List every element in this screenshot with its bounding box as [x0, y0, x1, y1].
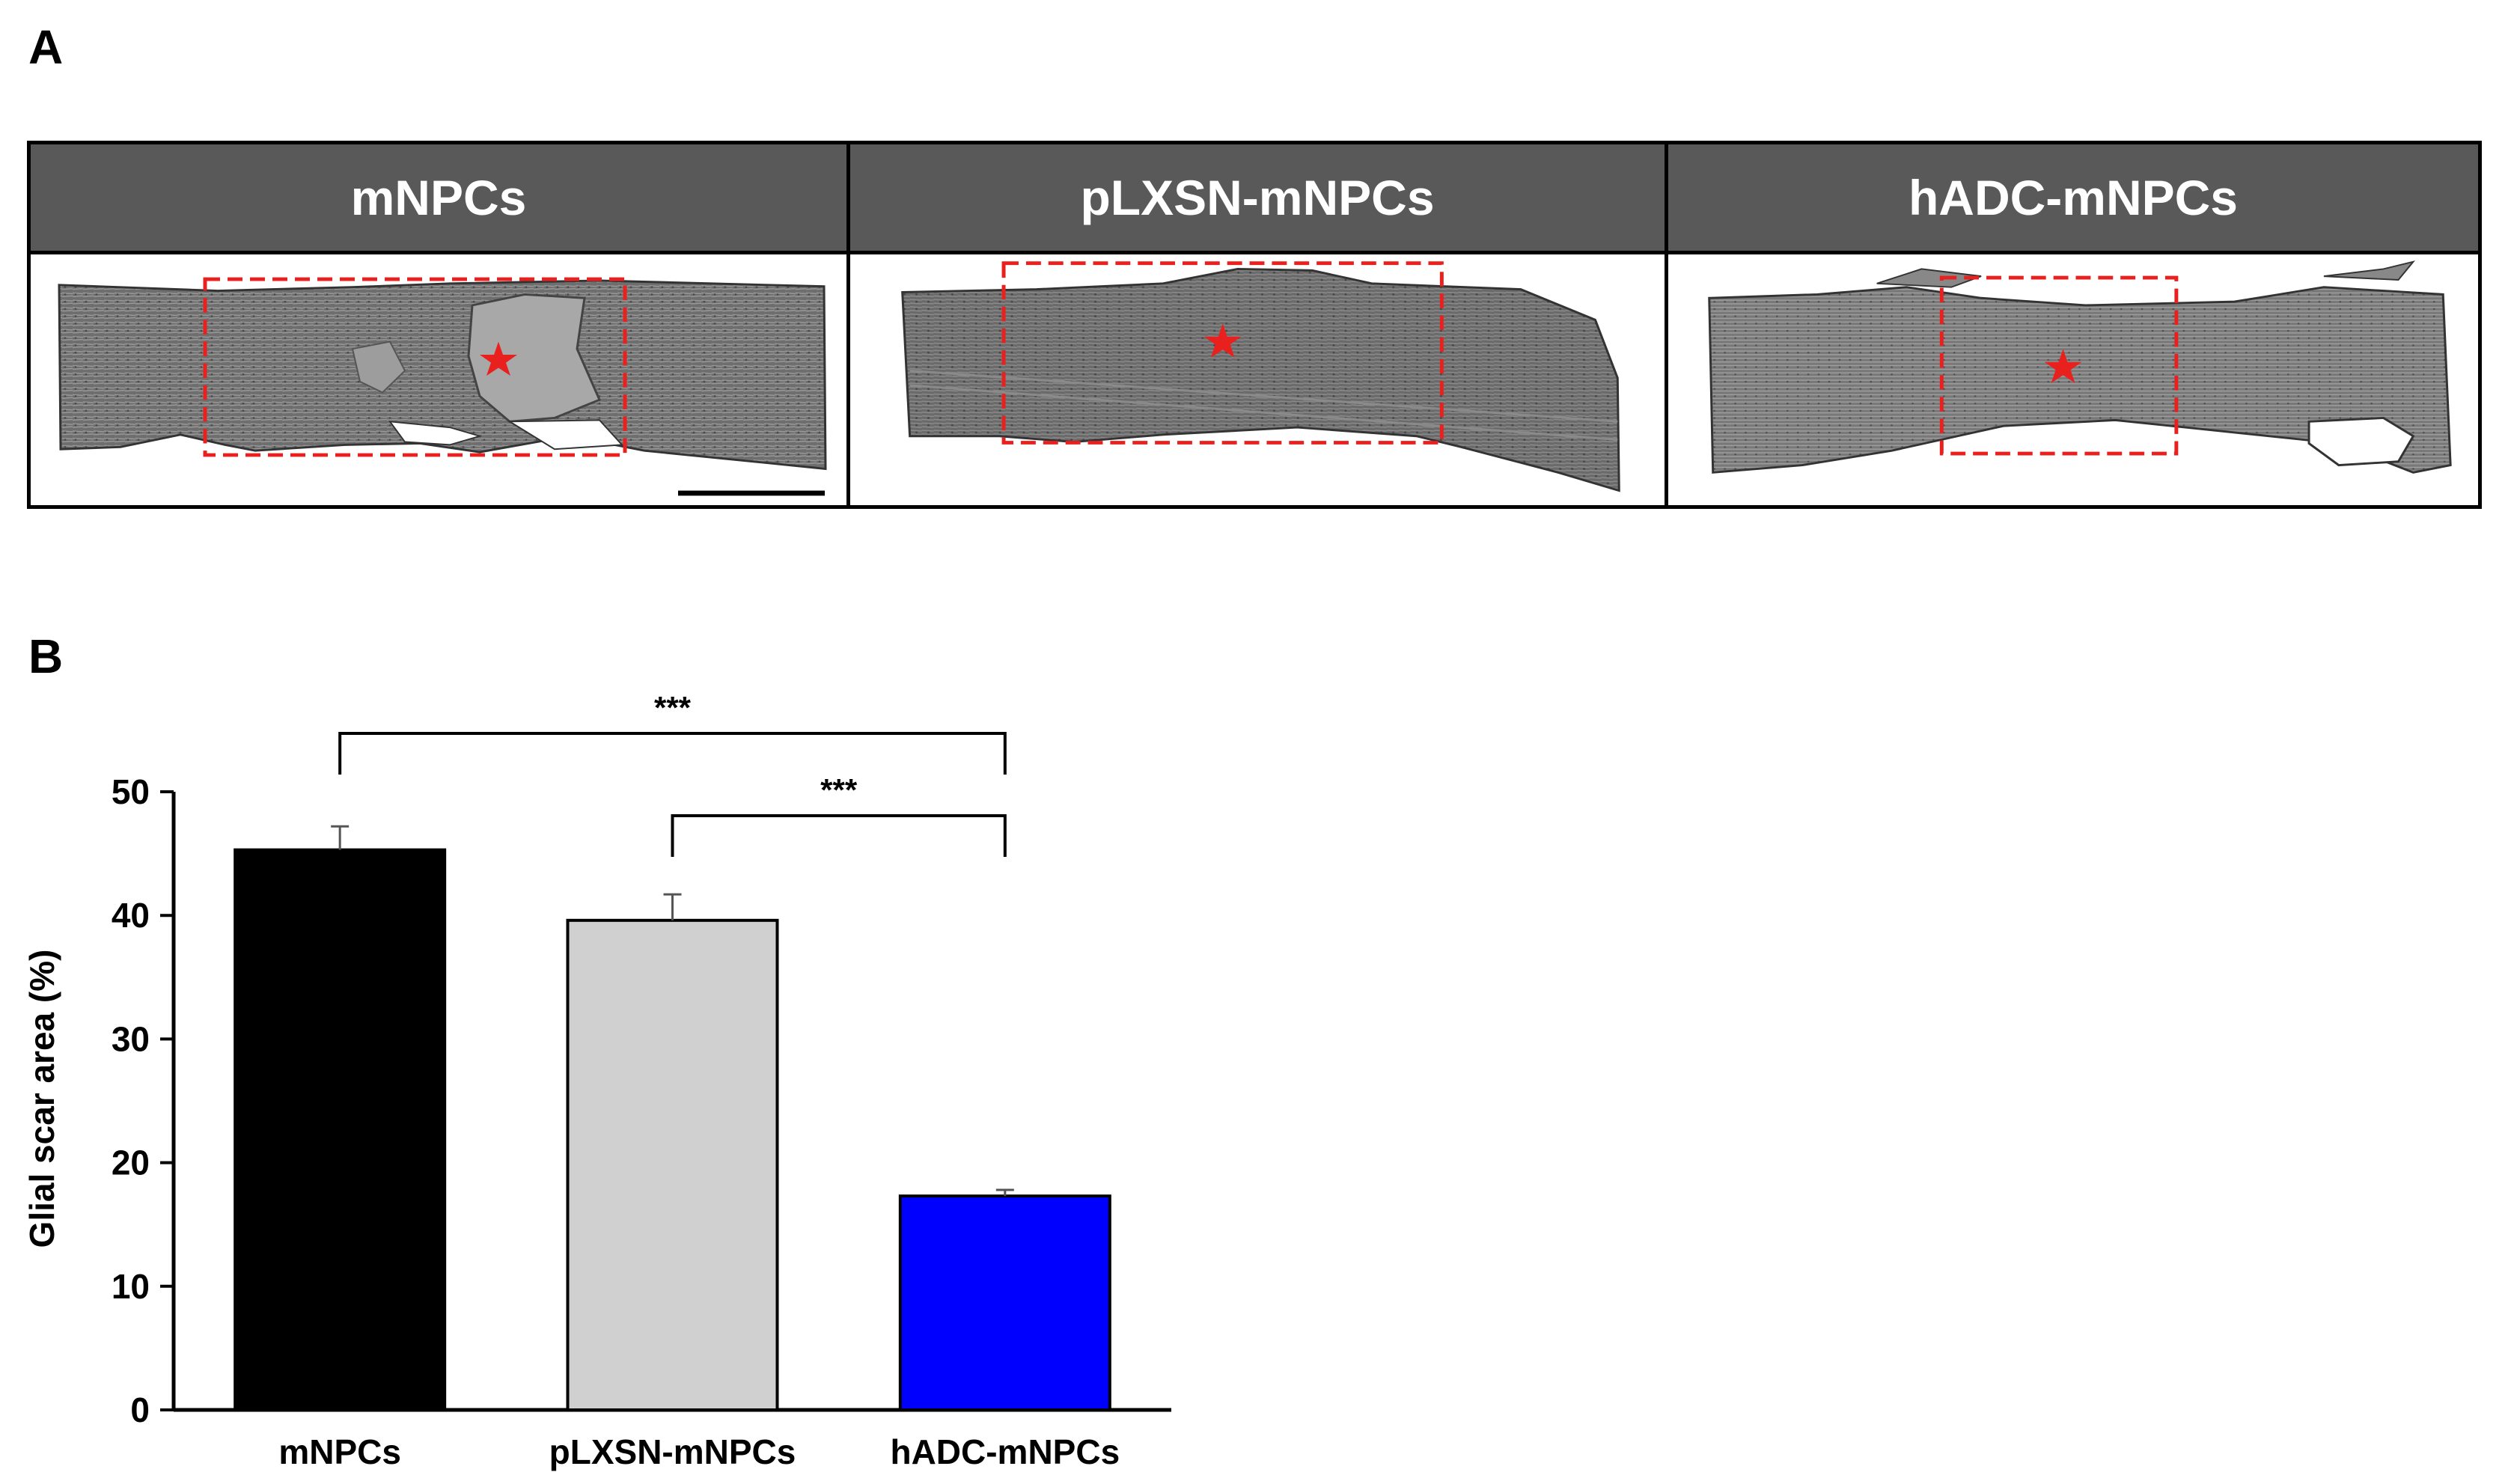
significance-bracket	[671, 814, 1007, 857]
panel-b-letter: B	[28, 629, 64, 683]
y-tick-label: 40	[112, 896, 150, 935]
tissue-micrograph	[901, 261, 1620, 492]
panel-header-hadc-mnpcs: hADC-mNPCs	[1668, 144, 2478, 254]
y-tick-label: 10	[112, 1267, 150, 1306]
lesion-star-icon	[1203, 323, 1242, 358]
x-tick-label: hADC-mNPCs	[890, 1432, 1120, 1471]
histology-panel-hadc-mnpcs: hADC-mNPCs	[1665, 144, 2478, 505]
histology-panel-plxsn-mnpcs: pLXSN-mNPCs	[846, 144, 1665, 505]
scale-bar	[678, 490, 825, 496]
histology-strip: mNPCs pLXSN-mNP	[27, 141, 2482, 509]
y-tick-label: 50	[112, 772, 150, 811]
lesion-star-icon	[2044, 349, 2082, 383]
x-tick-label: mNPCs	[278, 1432, 401, 1471]
panel-header-plxsn-mnpcs: pLXSN-mNPCs	[850, 144, 1665, 254]
spinal-cord-section-image	[1668, 254, 2478, 505]
panel-header-mnpcs: mNPCs	[31, 144, 846, 254]
panel-a-letter: A	[28, 20, 64, 74]
tissue-micrograph	[58, 277, 827, 496]
spinal-cord-section-image	[31, 254, 846, 505]
spinal-cord-section-image	[850, 254, 1665, 505]
lesion-star-icon	[480, 341, 517, 376]
significance-label: ***	[820, 772, 858, 807]
x-tick-label: pLXSN-mNPCs	[549, 1432, 796, 1471]
bar	[898, 1194, 1111, 1411]
y-tick-label: 20	[112, 1143, 150, 1182]
bar	[234, 848, 447, 1412]
significance-label: ***	[654, 690, 692, 725]
significance-bracket	[338, 732, 1007, 775]
y-tick-label: 30	[112, 1019, 150, 1058]
tissue-micrograph	[1708, 260, 2452, 474]
y-axis-title: Glial scar area (%)	[22, 950, 61, 1248]
y-tick-label: 0	[130, 1390, 150, 1429]
histology-panel-mnpcs: mNPCs	[31, 144, 846, 505]
glial-scar-bar-chart: 0 10 20 30 40 50 mNPCs pLXSN-mNPCs hADC-mNPCs **…	[22, 690, 1171, 1471]
bar	[566, 918, 779, 1412]
